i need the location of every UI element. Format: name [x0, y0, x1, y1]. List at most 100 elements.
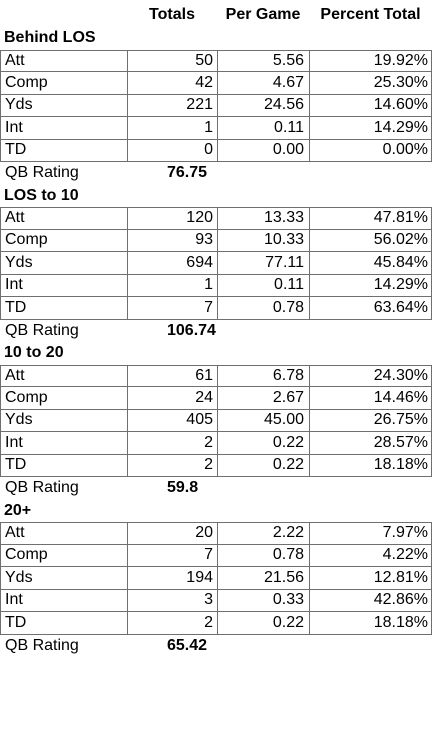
per-game-value[interactable]: 6.78: [217, 364, 309, 387]
per-game-value[interactable]: 0.00: [217, 139, 309, 162]
totals-value[interactable]: 221: [127, 94, 217, 117]
percent-value[interactable]: 18.18%: [309, 612, 432, 635]
percent-value[interactable]: 14.29%: [309, 117, 432, 140]
empty-cell[interactable]: [127, 27, 217, 50]
stat-label[interactable]: Int: [0, 589, 127, 612]
per-game-value[interactable]: 13.33: [217, 207, 309, 230]
qb-rating-value[interactable]: 59.8: [167, 479, 199, 497]
per-game-value[interactable]: 0.22: [217, 432, 309, 455]
stat-label[interactable]: Comp: [0, 544, 127, 567]
totals-value[interactable]: 2: [127, 454, 217, 477]
stat-label[interactable]: Att: [0, 49, 127, 72]
empty-cell[interactable]: [217, 635, 309, 658]
per-game-value[interactable]: 2.22: [217, 522, 309, 545]
empty-cell[interactable]: [217, 500, 309, 523]
totals-value[interactable]: 61: [127, 364, 217, 387]
per-game-value[interactable]: 0.22: [217, 454, 309, 477]
percent-value[interactable]: 47.81%: [309, 207, 432, 230]
qb-rating-label[interactable]: QB Rating: [5, 479, 79, 497]
per-game-value[interactable]: 77.11: [217, 252, 309, 275]
totals-value[interactable]: 7: [127, 297, 217, 320]
percent-value[interactable]: 28.57%: [309, 432, 432, 455]
stat-label[interactable]: Yds: [0, 409, 127, 432]
empty-cell[interactable]: [309, 162, 432, 185]
empty-cell[interactable]: [217, 27, 309, 50]
empty-cell[interactable]: [127, 185, 217, 208]
totals-value[interactable]: 93: [127, 229, 217, 252]
stat-label[interactable]: Int: [0, 432, 127, 455]
per-game-value[interactable]: 24.56: [217, 94, 309, 117]
qb-rating-value[interactable]: 106.74: [167, 321, 216, 339]
stat-label[interactable]: Att: [0, 364, 127, 387]
stat-label[interactable]: TD: [0, 297, 127, 320]
totals-value[interactable]: 194: [127, 567, 217, 590]
percent-value[interactable]: 25.30%: [309, 72, 432, 95]
totals-value[interactable]: 694: [127, 252, 217, 275]
empty-cell[interactable]: [217, 342, 309, 365]
percent-value[interactable]: 24.30%: [309, 364, 432, 387]
qb-rating-value[interactable]: 76.75: [167, 164, 208, 182]
per-game-value[interactable]: 10.33: [217, 229, 309, 252]
qb-rating-label[interactable]: QB Rating: [5, 321, 79, 339]
stat-label[interactable]: Att: [0, 522, 127, 545]
section-title[interactable]: LOS to 10: [4, 186, 79, 204]
totals-value[interactable]: 7: [127, 544, 217, 567]
empty-cell[interactable]: [217, 320, 309, 343]
totals-value[interactable]: 0: [127, 139, 217, 162]
stat-label[interactable]: Yds: [0, 567, 127, 590]
empty-cell[interactable]: [217, 162, 309, 185]
percent-value[interactable]: 14.60%: [309, 94, 432, 117]
totals-value[interactable]: 2: [127, 432, 217, 455]
percent-value[interactable]: 63.64%: [309, 297, 432, 320]
empty-cell[interactable]: [217, 477, 309, 500]
totals-value[interactable]: 50: [127, 49, 217, 72]
totals-value[interactable]: 1: [127, 117, 217, 140]
percent-value[interactable]: 14.46%: [309, 387, 432, 410]
per-game-value[interactable]: 0.11: [217, 117, 309, 140]
empty-cell[interactable]: [309, 477, 432, 500]
stat-label[interactable]: TD: [0, 612, 127, 635]
stat-label[interactable]: Comp: [0, 72, 127, 95]
percent-value[interactable]: 14.29%: [309, 274, 432, 297]
section-title[interactable]: 10 to 20: [4, 344, 64, 362]
totals-value[interactable]: 24: [127, 387, 217, 410]
header-totals[interactable]: Totals: [149, 6, 195, 24]
stat-label[interactable]: Comp: [0, 229, 127, 252]
empty-cell[interactable]: [309, 320, 432, 343]
section-title[interactable]: 20+: [4, 501, 32, 519]
empty-cell[interactable]: [217, 185, 309, 208]
stat-label[interactable]: Comp: [0, 387, 127, 410]
per-game-value[interactable]: 4.67: [217, 72, 309, 95]
empty-cell[interactable]: [127, 342, 217, 365]
empty-cell[interactable]: [309, 500, 432, 523]
totals-value[interactable]: 1: [127, 274, 217, 297]
qb-rating-label[interactable]: QB Rating: [5, 636, 79, 654]
stat-label[interactable]: TD: [0, 139, 127, 162]
per-game-value[interactable]: 2.67: [217, 387, 309, 410]
totals-value[interactable]: 42: [127, 72, 217, 95]
percent-value[interactable]: 4.22%: [309, 544, 432, 567]
empty-cell[interactable]: [309, 635, 432, 658]
per-game-value[interactable]: 0.78: [217, 544, 309, 567]
percent-value[interactable]: 26.75%: [309, 409, 432, 432]
header-blank-cell[interactable]: [0, 4, 127, 27]
per-game-value[interactable]: 0.33: [217, 589, 309, 612]
stat-label[interactable]: TD: [0, 454, 127, 477]
totals-value[interactable]: 2: [127, 612, 217, 635]
qb-rating-value[interactable]: 65.42: [167, 636, 208, 654]
stat-label[interactable]: Int: [0, 274, 127, 297]
percent-value[interactable]: 7.97%: [309, 522, 432, 545]
totals-value[interactable]: 3: [127, 589, 217, 612]
percent-value[interactable]: 0.00%: [309, 139, 432, 162]
empty-cell[interactable]: [127, 500, 217, 523]
percent-value[interactable]: 42.86%: [309, 589, 432, 612]
qb-rating-label[interactable]: QB Rating: [5, 164, 79, 182]
percent-value[interactable]: 56.02%: [309, 229, 432, 252]
header-percent-total[interactable]: Percent Total: [320, 6, 421, 24]
percent-value[interactable]: 12.81%: [309, 567, 432, 590]
per-game-value[interactable]: 45.00: [217, 409, 309, 432]
section-title[interactable]: Behind LOS: [4, 29, 96, 47]
per-game-value[interactable]: 0.78: [217, 297, 309, 320]
stat-label[interactable]: Att: [0, 207, 127, 230]
stat-label[interactable]: Yds: [0, 94, 127, 117]
